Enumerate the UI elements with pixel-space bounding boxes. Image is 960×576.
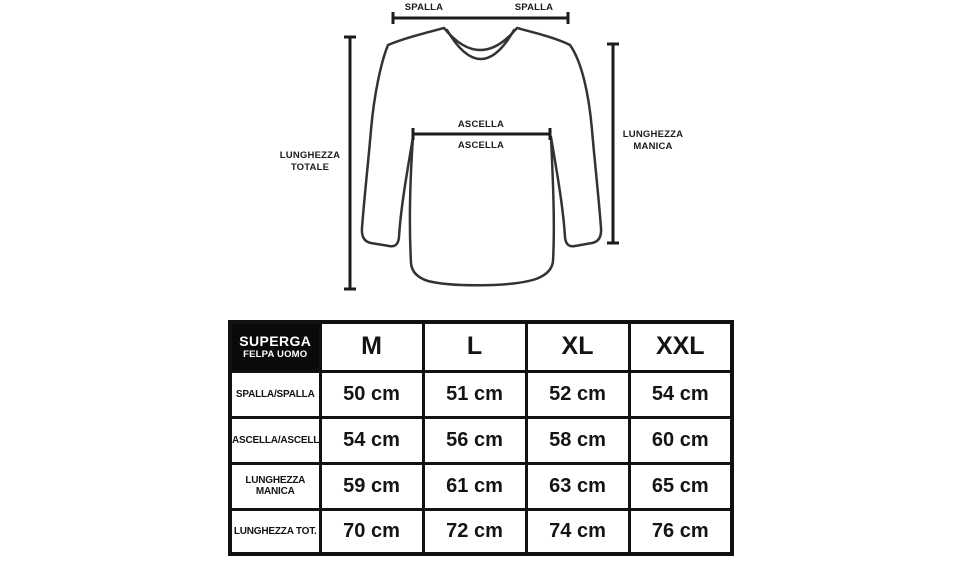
lunghezza-totale-label: LUNGHEZZA TOTALE	[272, 150, 348, 173]
spalla-right-label: SPALLA	[514, 2, 554, 13]
sweatshirt-outline	[360, 26, 603, 287]
ascella-xxl: 60 cm	[627, 415, 734, 465]
lunghezza-manica-line1: LUNGHEZZA	[622, 129, 684, 140]
table-row-spalla: SPALLA/SPALLA 50 cm 51 cm 52 cm 54 cm	[228, 369, 734, 419]
row-label-lunghezza-manica: LUNGHEZZA MANICA	[228, 461, 322, 511]
size-table: SUPERGA FELPA UOMO M L XL XXL SPALLA/SPA…	[228, 320, 734, 556]
manica-m: 59 cm	[318, 461, 425, 511]
sweatshirt-measurement-diagram: SPALLA SPALLA ASCELLA ASCELLA LUNGHEZZA …	[272, 2, 690, 291]
manica-xxl: 65 cm	[627, 461, 734, 511]
lunghezza-manica-measure-line	[607, 42, 619, 245]
sweatshirt-line-art	[344, 12, 619, 291]
row-label-spalla: SPALLA/SPALLA	[228, 369, 322, 419]
spalla-xxl: 54 cm	[627, 369, 734, 419]
spalla-m: 50 cm	[318, 369, 425, 419]
tot-l: 72 cm	[421, 507, 528, 556]
table-row-ascella: ASCELLA/ASCELLA 54 cm 56 cm 58 cm 60 cm	[228, 415, 734, 465]
collar-band	[445, 28, 516, 61]
size-table-header-row: SUPERGA FELPA UOMO M L XL XXL	[228, 320, 734, 373]
table-row-lunghezza-manica: LUNGHEZZA MANICA 59 cm 61 cm 63 cm 65 cm	[228, 461, 734, 511]
spalla-measure-line	[391, 12, 570, 24]
ascella-measure-line	[411, 128, 552, 140]
tot-xl: 74 cm	[524, 507, 631, 556]
column-header-l: L	[421, 320, 528, 373]
lunghezza-totale-measure-line	[344, 35, 356, 291]
brand-cell: SUPERGA FELPA UOMO	[228, 320, 322, 373]
table-row-lunghezza-tot: LUNGHEZZA TOT. 70 cm 72 cm 74 cm 76 cm	[228, 507, 734, 556]
manica-l: 61 cm	[421, 461, 528, 511]
ascella-m: 54 cm	[318, 415, 425, 465]
column-header-xxl: XXL	[627, 320, 734, 373]
ascella-top-label: ASCELLA	[457, 119, 505, 130]
tot-xxl: 76 cm	[627, 507, 734, 556]
lunghezza-totale-line1: LUNGHEZZA	[279, 150, 341, 161]
lunghezza-manica-label: LUNGHEZZA MANICA	[616, 129, 690, 152]
row-label-lunghezza-tot: LUNGHEZZA TOT.	[228, 507, 322, 556]
spalla-left-label: SPALLA	[404, 2, 444, 13]
product-name: FELPA UOMO	[243, 349, 308, 361]
column-header-xl: XL	[524, 320, 631, 373]
lunghezza-totale-line2: TOTALE	[290, 161, 330, 173]
brand-name: SUPERGA	[239, 333, 312, 350]
spalla-l: 51 cm	[421, 369, 528, 419]
row-label-ascella: ASCELLA/ASCELLA	[228, 415, 322, 465]
ascella-xl: 58 cm	[524, 415, 631, 465]
tot-m: 70 cm	[318, 507, 425, 556]
column-header-m: M	[318, 320, 425, 373]
lunghezza-manica-line2: MANICA	[633, 140, 673, 152]
ascella-bottom-label: ASCELLA	[457, 140, 505, 151]
spalla-xl: 52 cm	[524, 369, 631, 419]
manica-xl: 63 cm	[524, 461, 631, 511]
ascella-l: 56 cm	[421, 415, 528, 465]
